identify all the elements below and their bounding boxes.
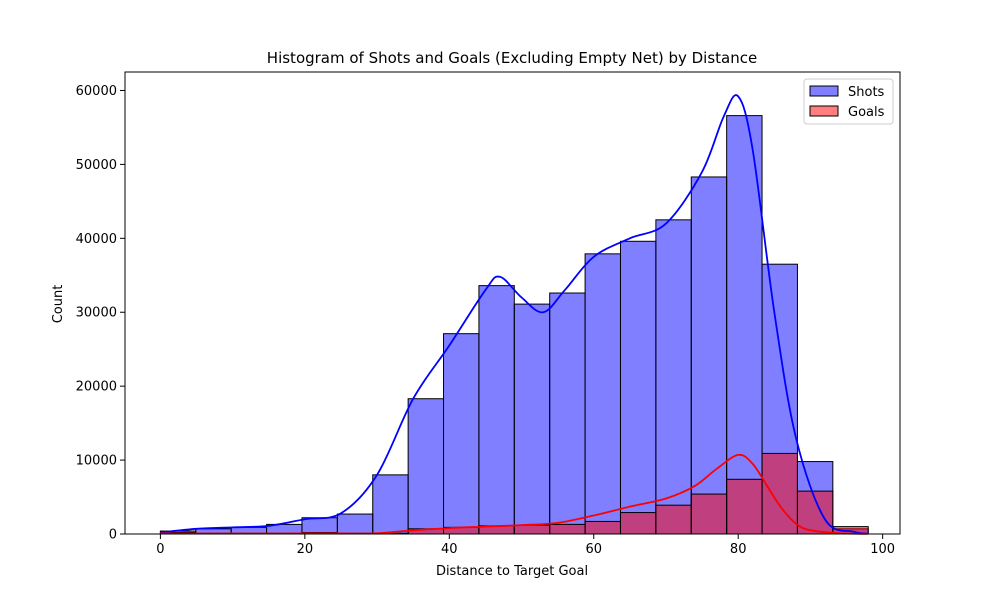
legend-label-shots: Shots <box>848 85 885 100</box>
shots-bar <box>655 219 692 535</box>
x-axis-label: Distance to Target Goal <box>436 564 588 579</box>
y-tick-label: 60000 <box>76 84 117 99</box>
goals-kde-line <box>160 453 869 535</box>
shots-bar <box>619 240 657 535</box>
kde-layer <box>160 94 869 535</box>
legend: Shots Goals <box>803 78 894 125</box>
shots-bar <box>407 398 445 535</box>
bars-layer <box>159 115 869 535</box>
legend-swatch-shots <box>809 85 839 97</box>
y-tick-label: 30000 <box>76 306 117 321</box>
shots-bar <box>584 253 621 535</box>
shots-bar <box>301 517 338 535</box>
x-tick-label: 20 <box>297 542 314 557</box>
shots-bar <box>336 513 374 535</box>
plot-frame <box>124 71 901 535</box>
y-tick-label: 0 <box>109 528 117 543</box>
y-tick-label: 10000 <box>76 454 117 469</box>
shots-bar <box>372 474 409 535</box>
x-tick-label: 80 <box>730 542 747 557</box>
shots-bar <box>513 303 551 535</box>
chart-title: Histogram of Shots and Goals (Excluding … <box>267 49 757 67</box>
shots-bar <box>443 333 480 535</box>
y-tick-label: 20000 <box>76 380 117 395</box>
x-tick-label: 60 <box>585 542 602 557</box>
goals-bar <box>513 524 551 535</box>
axes-layer: 0 20 40 60 80 100 0 10000 20000 30000 40000 50000 60… <box>76 71 901 557</box>
goals-bar <box>619 512 657 535</box>
legend-label-goals: Goals <box>848 105 885 120</box>
goals-bar <box>761 452 798 535</box>
shots-kde-line <box>160 94 869 535</box>
series-shots-bars <box>159 115 869 535</box>
goals-bar <box>726 478 763 535</box>
series-goals-bars <box>159 452 869 535</box>
goals-bar <box>655 504 692 535</box>
y-tick-label: 50000 <box>76 158 117 173</box>
shots-bar <box>549 292 586 535</box>
goals-bar <box>584 520 621 535</box>
goals-bar <box>690 493 728 535</box>
x-tick-label: 100 <box>870 542 895 557</box>
legend-swatch-goals <box>809 105 839 117</box>
x-tick-label: 40 <box>441 542 458 557</box>
x-tick-label: 0 <box>156 542 164 557</box>
shots-bar <box>478 285 515 535</box>
goals-bar <box>549 523 586 535</box>
shots-bar <box>690 176 728 535</box>
y-tick-label: 40000 <box>76 232 117 247</box>
y-axis-label: Count <box>51 285 66 324</box>
